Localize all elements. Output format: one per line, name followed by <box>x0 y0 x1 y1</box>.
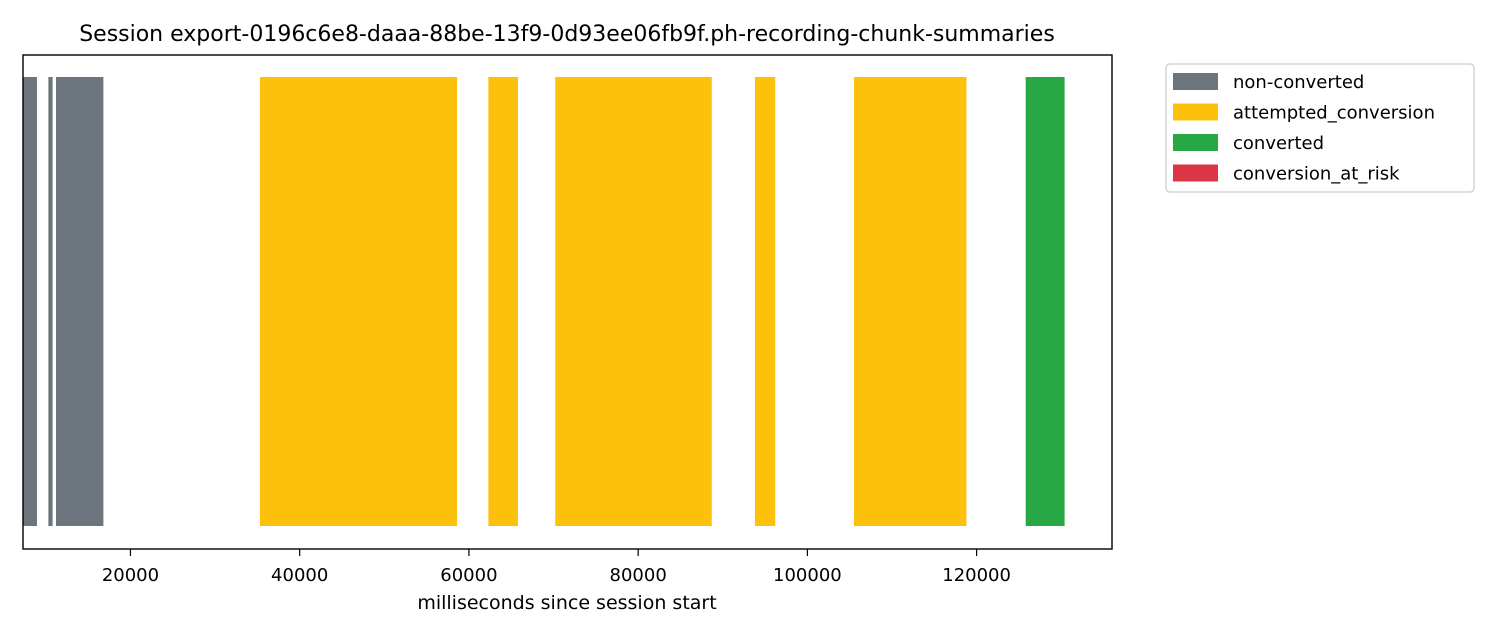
chart-title: Session export-0196c6e8-daaa-88be-13f9-0… <box>79 22 1055 47</box>
legend-swatch-conversion_at_risk <box>1173 164 1218 182</box>
segment-non-converted-0 <box>23 77 37 526</box>
x-tick-label: 20000 <box>102 565 159 586</box>
x-tick-label: 100000 <box>773 565 842 586</box>
legend-label-attempted_conversion: attempted_conversion <box>1233 103 1435 124</box>
segment-non-converted-2 <box>56 77 104 526</box>
plot-frame <box>22 54 1113 550</box>
legend-label-converted: converted <box>1233 133 1324 154</box>
x-tick-label: 80000 <box>610 565 667 586</box>
x-tick-label: 120000 <box>942 565 1011 586</box>
legend-swatch-non-converted <box>1173 73 1218 90</box>
x-tick-label: 60000 <box>440 565 497 586</box>
segments-layer <box>23 77 1065 526</box>
segment-attempted_conversion-5 <box>555 77 712 526</box>
legend-label-non-converted: non-converted <box>1233 72 1364 93</box>
legend-swatch-attempted_conversion <box>1173 103 1218 121</box>
legend-swatch-converted <box>1173 134 1218 151</box>
segment-non-converted-1 <box>48 77 53 526</box>
segment-attempted_conversion-4 <box>488 77 518 526</box>
segment-attempted_conversion-3 <box>259 77 458 526</box>
legend-label-conversion_at_risk: conversion_at_risk <box>1233 164 1400 185</box>
legend-items: non-converted attempted_conversionconvert… <box>1173 72 1435 185</box>
segment-attempted_conversion-7 <box>853 77 967 526</box>
legend: non-converted attempted_conversionconvert… <box>1165 63 1475 193</box>
segment-attempted_conversion-6 <box>754 77 776 526</box>
x-axis: 20000 40000 60000 80000 100000 120000 <box>102 549 1011 586</box>
segment-converted-8 <box>1025 77 1065 526</box>
x-axis-label: milliseconds since session start <box>417 592 716 614</box>
x-tick-label: 40000 <box>271 565 328 586</box>
legend-frame <box>1165 63 1475 193</box>
